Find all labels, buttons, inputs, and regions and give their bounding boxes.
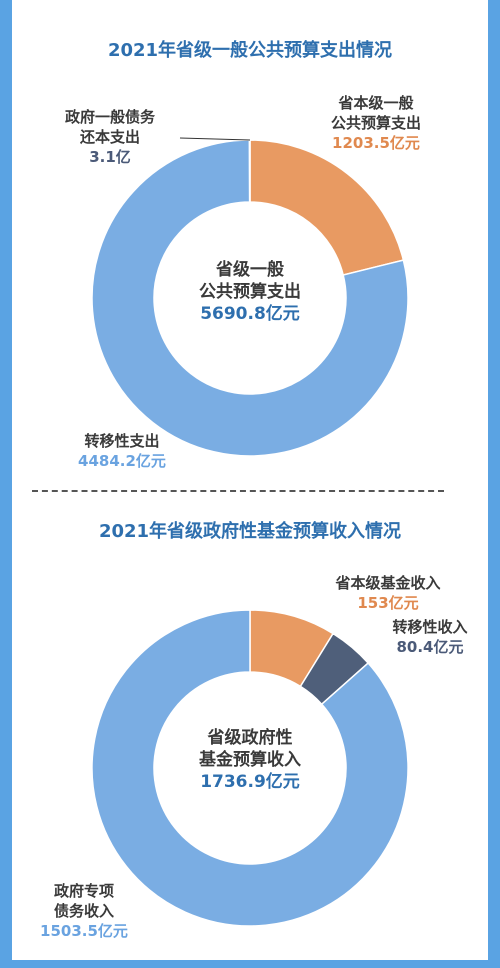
chart-1-slice-3 (248, 139, 251, 203)
chart-1-slice-1-value: 1203.5亿元 (332, 134, 420, 152)
chart-2-slice-3-label: 债务收入 (54, 902, 114, 920)
chart-1-title: 2021年省级一般公共预算支出情况 (107, 40, 393, 61)
chart-1-slice-2 (91, 139, 409, 457)
chart-2-slice-3-label: 政府专项 (54, 882, 114, 900)
chart-2-title: 2021年省级政府性基金预算收入情况 (98, 521, 402, 542)
chart-2-slice-2-value: 80.4亿元 (396, 638, 463, 656)
chart-1-center-label: 省级一般 (215, 259, 284, 280)
chart-2-slice-1-value: 153亿元 (357, 594, 418, 612)
chart-1-slice-2-label: 转移性支出 (84, 432, 159, 450)
chart-1-slice-1-label: 公共预算支出 (331, 114, 421, 132)
chart-2-slice-1-label: 省本级基金收入 (334, 574, 440, 592)
chart-1-leader-line (179, 137, 251, 141)
chart-2-center-value: 1736.9亿元 (200, 771, 300, 792)
chart-1-slice-1 (249, 139, 405, 276)
chart-1-slice-3-value: 3.1亿 (89, 148, 131, 166)
chart-2-slice-3 (91, 609, 409, 927)
chart-2-slice-3-value: 1503.5亿元 (40, 922, 128, 940)
section-divider (32, 490, 444, 492)
chart-2-center-label: 基金预算收入 (198, 749, 301, 770)
chart-1-slice-3-label: 政府一般债务 (65, 108, 156, 126)
chart-2-slice-2-label: 转移性收入 (392, 618, 467, 636)
chart-1-slice-3-label: 还本支出 (79, 128, 140, 146)
chart-2-center-label: 省级政府性 (207, 727, 293, 748)
chart-1-center-value: 5690.8亿元 (200, 303, 300, 324)
chart-1-slice-1-label: 省本级一般 (337, 94, 413, 112)
chart-1-slice-2-value: 4484.2亿元 (78, 452, 166, 470)
chart-1-center-label: 公共预算支出 (199, 281, 301, 302)
